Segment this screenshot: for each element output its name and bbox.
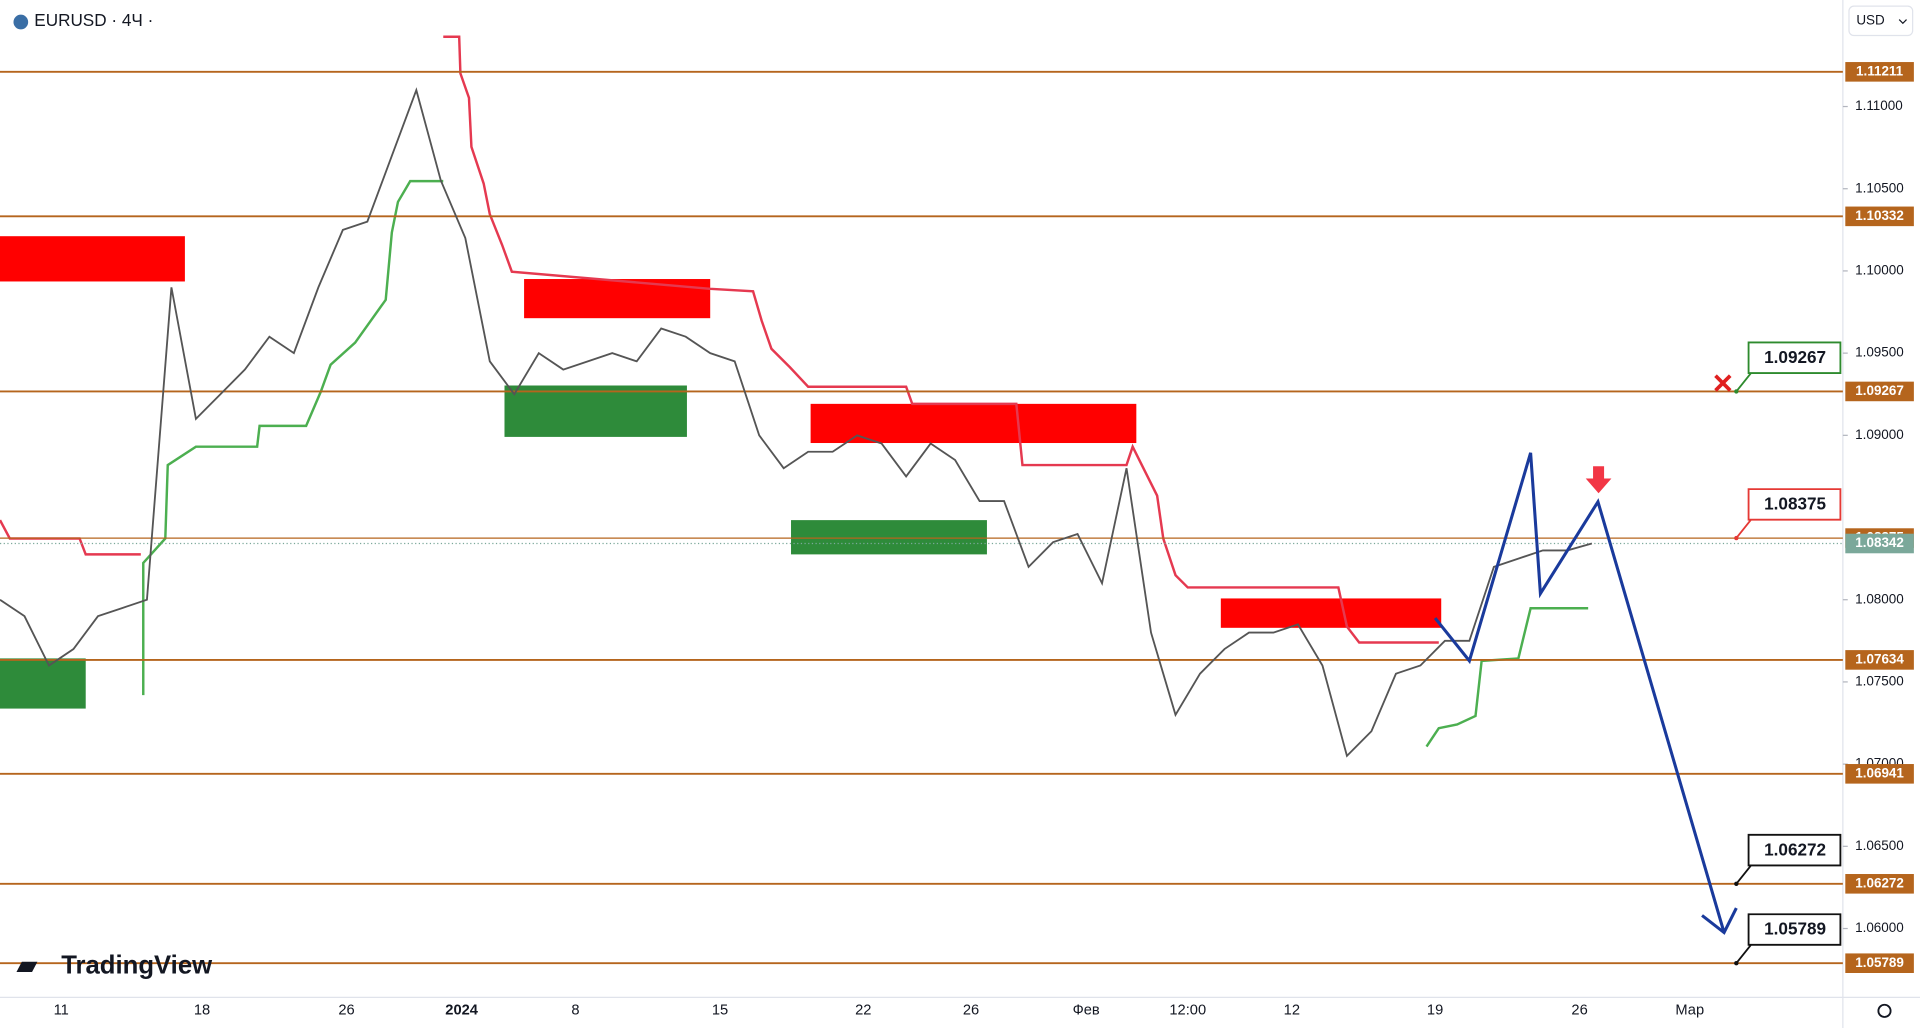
- separator: ·: [148, 9, 154, 29]
- callout-box: [1735, 341, 1842, 393]
- chart-content: 1.11000 1.10500 1.10000 1.09500 1.09000 1.080…: [0, 62, 1914, 1019]
- projection-path: [1433, 452, 1726, 933]
- dropdown-caret: [1898, 19, 1907, 25]
- level-label-bg: [1845, 874, 1914, 894]
- current-price-bg: [1845, 533, 1914, 554]
- demand-zone: [791, 520, 987, 555]
- demand-zone: [0, 658, 86, 709]
- time-tick-label: 22: [855, 1003, 871, 1019]
- axis-tick-label: 1.06000: [1855, 920, 1904, 935]
- level-label: 1.10332: [1855, 208, 1904, 223]
- projection-arrowhead: [1701, 907, 1738, 935]
- symbol-title: EURUSD · 4Ч ·: [34, 9, 153, 29]
- time-tick-label: 18: [194, 1003, 210, 1019]
- level-label: 1.06941: [1855, 765, 1904, 780]
- level-label: 1.09267: [1855, 383, 1904, 398]
- level-label-bg: [1845, 381, 1914, 402]
- sell-arrow: [1585, 466, 1612, 494]
- trailing-stop: [1425, 607, 1589, 748]
- callout-label: 1.06272: [1764, 839, 1826, 859]
- level-label: 1.06272: [1855, 875, 1904, 890]
- callout-box: [1735, 833, 1842, 885]
- trailing-stop: [443, 35, 1439, 644]
- level-label-bg: [1845, 953, 1914, 974]
- level-label-bg: [1845, 650, 1914, 670]
- symbol-logo: [13, 14, 29, 30]
- time-tick-label: 19: [1427, 1003, 1443, 1019]
- time-tick-label: 11: [54, 1003, 69, 1019]
- level-label: 1.05789: [1855, 955, 1904, 970]
- separator: ·: [111, 9, 117, 29]
- level-label-bg: [1845, 764, 1914, 784]
- callout-label: 1.09267: [1764, 347, 1826, 367]
- axis-tick-label: 1.06500: [1855, 838, 1904, 853]
- axis-tick-label: 1.11000: [1855, 98, 1903, 113]
- current-price-label: 1.08342: [1855, 535, 1904, 550]
- supply-zone: [1220, 598, 1442, 628]
- time-tick-label: 12:00: [1169, 1003, 1206, 1019]
- invalid-mark: [1714, 374, 1732, 392]
- callout-anchor: [1734, 535, 1739, 541]
- callout-box: [1735, 488, 1842, 539]
- settings-icon[interactable]: [1877, 1003, 1892, 1018]
- time-tick-label: 12: [1284, 1003, 1300, 1019]
- axis-tick-label: 1.09000: [1855, 427, 1904, 442]
- time-tick-label: 26: [338, 1003, 354, 1019]
- demand-zone: [504, 385, 687, 437]
- axis-tick-label: 1.07500: [1855, 673, 1904, 688]
- level-label-bg: [1845, 62, 1914, 82]
- supply-zone: [0, 236, 185, 282]
- currency-selector[interactable]: [1848, 5, 1914, 37]
- time-tick-label: 26: [963, 1003, 979, 1019]
- time-tick-label: Мар: [1675, 1003, 1704, 1019]
- supply-zone: [524, 279, 711, 319]
- callout-label: 1.08375: [1764, 494, 1826, 514]
- time-tick-label: 8: [571, 1003, 579, 1019]
- time-tick-label: 2024: [445, 1003, 478, 1019]
- interval[interactable]: 4Ч: [122, 9, 143, 29]
- callout-anchor: [1734, 961, 1739, 966]
- axis-tick-label: 1.10000: [1855, 262, 1904, 277]
- level-label-bg: [1845, 206, 1914, 227]
- price-line: [0, 87, 1593, 758]
- callout-label: 1.05789: [1764, 919, 1826, 939]
- symbol: EURUSD: [34, 9, 106, 29]
- zones: [0, 236, 1442, 709]
- axis-tick-label: 1.10500: [1855, 180, 1904, 195]
- axis-tick-label: 1.08000: [1855, 591, 1904, 606]
- currency[interactable]: USD: [1856, 12, 1885, 27]
- tv-logo: ▰: [16, 952, 38, 980]
- callout-anchor: [1734, 881, 1739, 887]
- level-label: 1.11211: [1856, 63, 1904, 78]
- time-tick-label: 15: [712, 1003, 728, 1019]
- callout-box: [1735, 913, 1842, 964]
- axis-tick-label: 1.09500: [1855, 345, 1904, 360]
- callout-anchor: [1734, 389, 1739, 394]
- time-tick-label: 26: [1571, 1003, 1587, 1019]
- supply-zone: [810, 403, 1137, 444]
- level-label: 1.07634: [1855, 651, 1904, 666]
- watermark: TradingView: [61, 952, 213, 980]
- time-tick-label: Фев: [1073, 1003, 1100, 1019]
